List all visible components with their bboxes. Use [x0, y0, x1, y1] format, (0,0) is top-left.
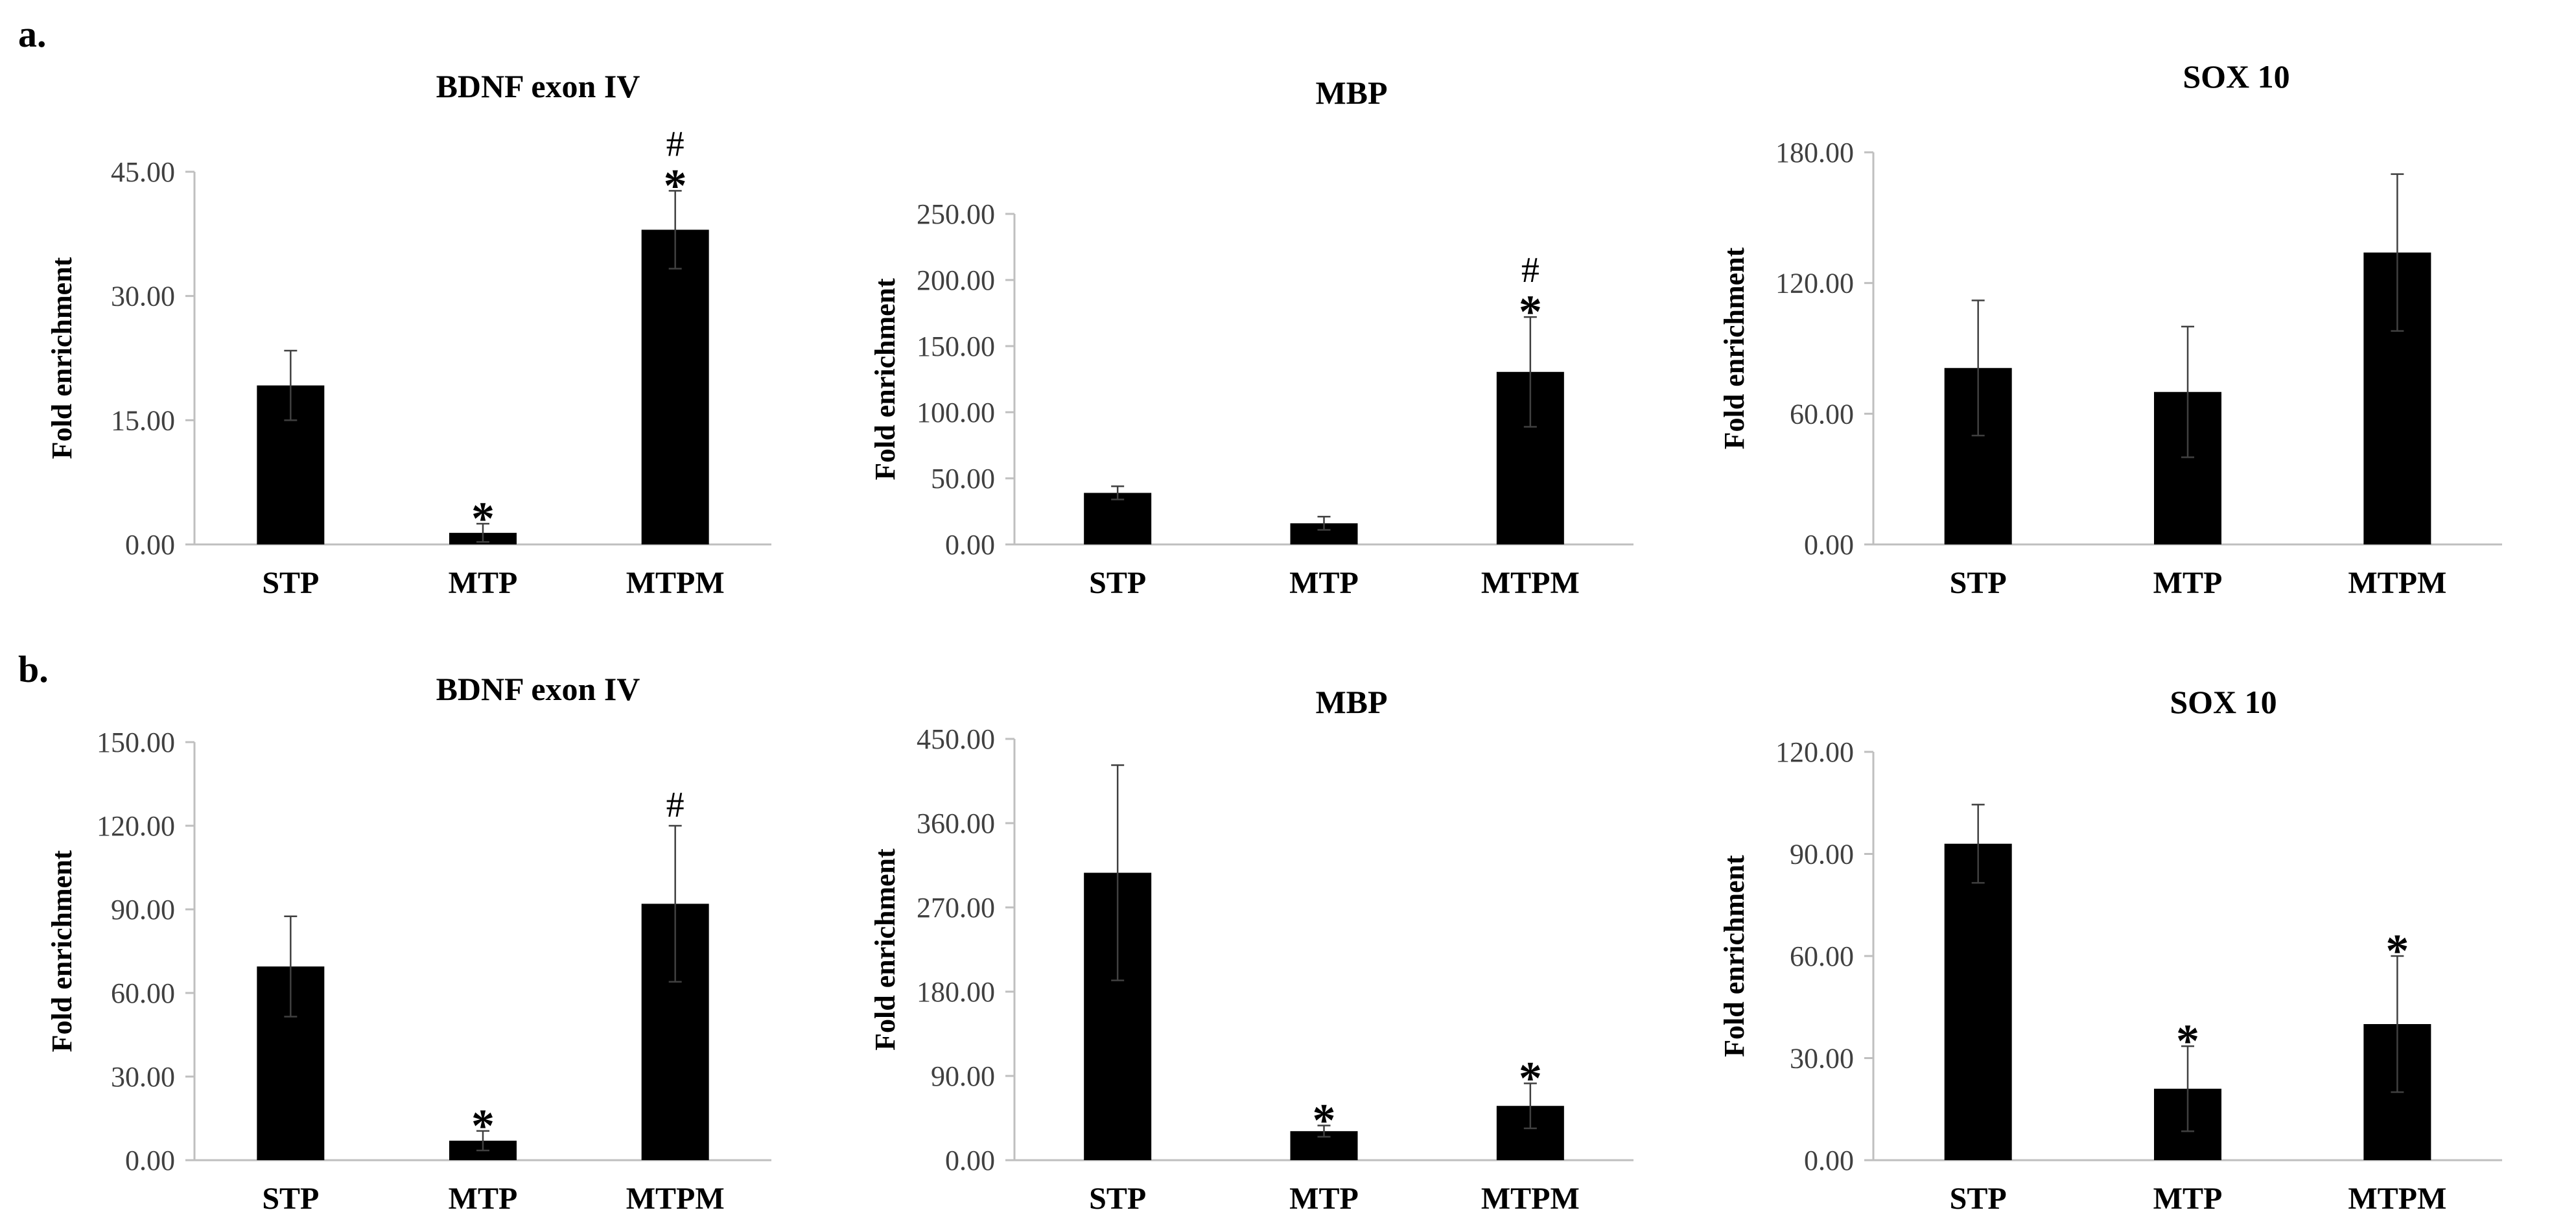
y-tick-label: 360.00 [917, 808, 995, 839]
y-tick-label: 30.00 [111, 1061, 175, 1093]
y-tick-label: 250.00 [917, 198, 995, 230]
y-tick-label: 0.00 [945, 1145, 995, 1176]
bar-chart-4: BDNF exon IV Fold enrichment 0.00 30.00 60.0… [46, 671, 771, 1216]
significance-hash: # [1521, 250, 1540, 290]
chart-title: MBP [1315, 75, 1387, 111]
chart-title: SOX 10 [2170, 684, 2277, 720]
y-axis-label: Fold enrichment [46, 257, 78, 459]
x-tick-label: STP [1089, 566, 1146, 600]
x-tick-label: MTPM [1481, 566, 1580, 600]
y-tick-label: 0.00 [1804, 1145, 1854, 1176]
chart-title: BDNF exon IV [436, 671, 640, 707]
bar-chart-2: MBP Fold enrichment 0.00 50.00 100.00 150.00 2… [869, 75, 1633, 600]
y-tick-label: 0.00 [125, 1145, 175, 1176]
bar-stp [1084, 493, 1152, 544]
y-tick-label: 180.00 [917, 976, 995, 1008]
y-tick-label: 60.00 [111, 977, 175, 1009]
y-tick-label: 90.00 [111, 894, 175, 926]
x-tick-label: MTPM [2348, 1182, 2446, 1216]
y-tick-label: 270.00 [917, 892, 995, 924]
x-tick-label: STP [262, 1182, 319, 1216]
y-tick-label: 180.00 [1775, 137, 1854, 169]
chart-title: BDNF exon IV [436, 68, 640, 104]
y-tick-label: 30.00 [111, 281, 175, 312]
y-tick-label: 450.00 [917, 723, 995, 755]
y-tick-label: 50.00 [931, 463, 995, 495]
x-tick-label: STP [1950, 566, 2007, 600]
y-axis-label: Fold enrichment [46, 850, 78, 1052]
significance-star: * [1519, 1053, 1542, 1104]
x-tick-label: MTP [449, 1182, 518, 1216]
significance-star: * [2176, 1015, 2199, 1067]
x-tick-label: STP [262, 566, 319, 600]
y-tick-label: 60.00 [1790, 940, 1854, 972]
y-axis-label: Fold enrichment [869, 848, 901, 1051]
x-tick-label: STP [1950, 1182, 2007, 1216]
y-tick-label: 0.00 [1804, 529, 1854, 561]
bar-chart-3: SOX 10 Fold enrichment 0.00 60.00 120.00 180.… [1718, 58, 2502, 600]
x-tick-label: MTPM [2348, 566, 2446, 600]
panel-label-a: a. [18, 13, 47, 55]
bar-chart-1: BDNF exon IV Fold enrichment 0.00 15.00 30.0… [46, 68, 771, 600]
y-tick-label: 200.00 [917, 264, 995, 296]
bar-chart-6: SOX 10 Fold enrichment 0.00 30.00 60.00 90.00… [1718, 684, 2502, 1216]
panel-label-b: b. [18, 648, 49, 690]
y-tick-label: 120.00 [97, 810, 175, 842]
significance-star: * [1313, 1095, 1336, 1147]
significance-hash: # [666, 785, 685, 825]
y-tick-label: 45.00 [111, 156, 175, 188]
y-axis-label: Fold enrichment [1718, 247, 1750, 449]
y-tick-label: 0.00 [945, 529, 995, 561]
chart-title: SOX 10 [2183, 58, 2289, 95]
y-tick-label: 60.00 [1790, 398, 1854, 430]
x-tick-label: STP [1089, 1182, 1146, 1216]
y-tick-label: 150.00 [917, 331, 995, 362]
y-tick-label: 90.00 [1790, 839, 1854, 870]
x-tick-label: MTP [1289, 566, 1359, 600]
y-tick-label: 100.00 [917, 397, 995, 428]
x-tick-label: MTP [2153, 1182, 2223, 1216]
significance-star: * [471, 1100, 495, 1152]
significance-star: * [471, 493, 495, 544]
y-tick-label: 120.00 [1775, 736, 1854, 768]
y-tick-label: 30.00 [1790, 1043, 1854, 1075]
y-tick-label: 150.00 [97, 727, 175, 758]
y-tick-label: 0.00 [125, 529, 175, 561]
x-tick-label: MTP [2153, 566, 2223, 600]
bar-mtpm [641, 229, 709, 544]
significance-star: * [2385, 925, 2409, 977]
x-tick-label: MTPM [1481, 1182, 1580, 1216]
significance-hash: # [666, 124, 685, 164]
y-tick-label: 120.00 [1775, 268, 1854, 299]
y-tick-label: 90.00 [931, 1060, 995, 1092]
chart-title: MBP [1315, 684, 1387, 720]
x-tick-label: MTP [449, 566, 518, 600]
x-tick-label: MTPM [626, 1182, 725, 1216]
charts-container: BDNF exon IV Fold enrichment 0.00 15.00 30.0… [46, 58, 2502, 1216]
significance-star: * [1519, 286, 1542, 338]
x-tick-label: MTP [1289, 1182, 1359, 1216]
y-tick-label: 15.00 [111, 404, 175, 436]
bar-chart-5: MBP Fold enrichment 0.00 90.00 180.00 270.00 3… [869, 684, 1633, 1216]
bar-stp [1944, 843, 2012, 1160]
x-tick-label: MTPM [626, 566, 725, 600]
significance-star: * [664, 159, 687, 211]
y-axis-label: Fold enrichment [1718, 855, 1750, 1057]
y-axis-label: Fold enrichment [869, 278, 901, 480]
